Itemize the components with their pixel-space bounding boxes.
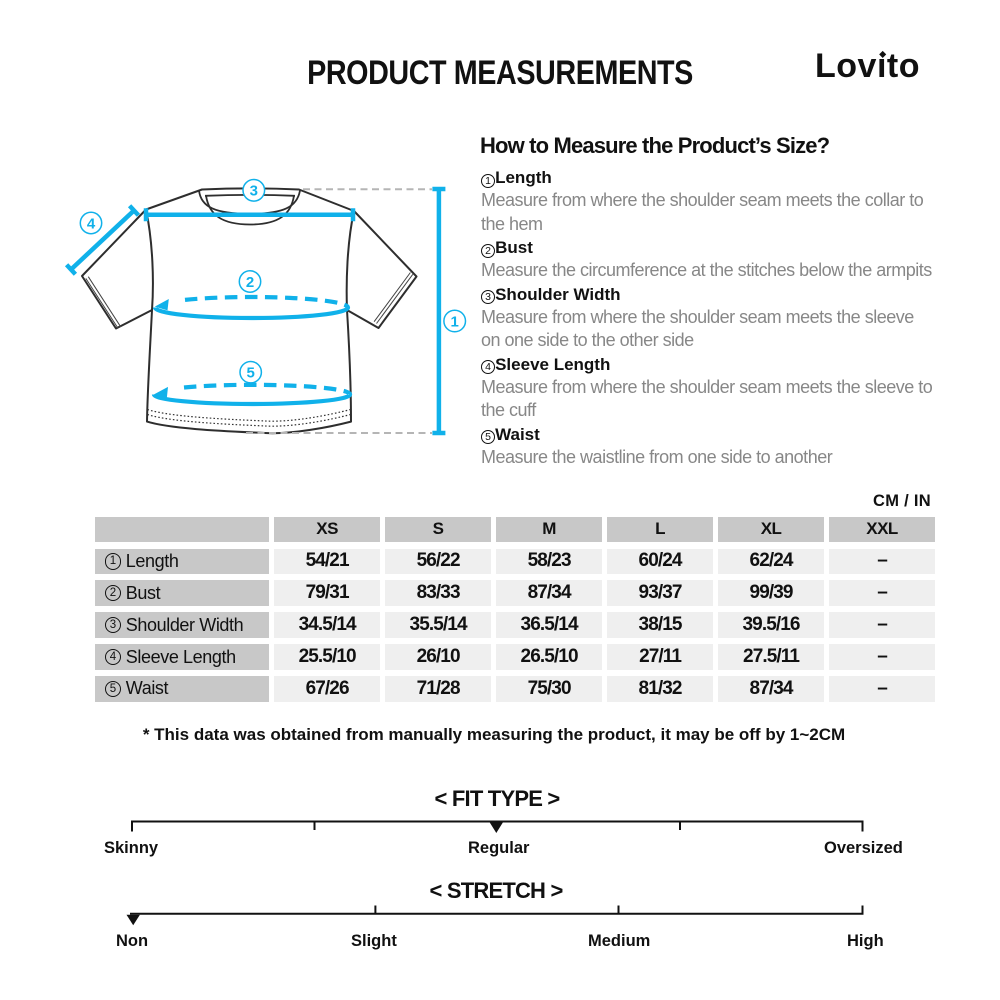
svg-text:4: 4: [87, 215, 96, 232]
svg-text:5: 5: [247, 365, 255, 382]
svg-text:2: 2: [246, 274, 254, 291]
svg-text:3: 3: [250, 183, 258, 200]
svg-text:1: 1: [451, 313, 459, 330]
